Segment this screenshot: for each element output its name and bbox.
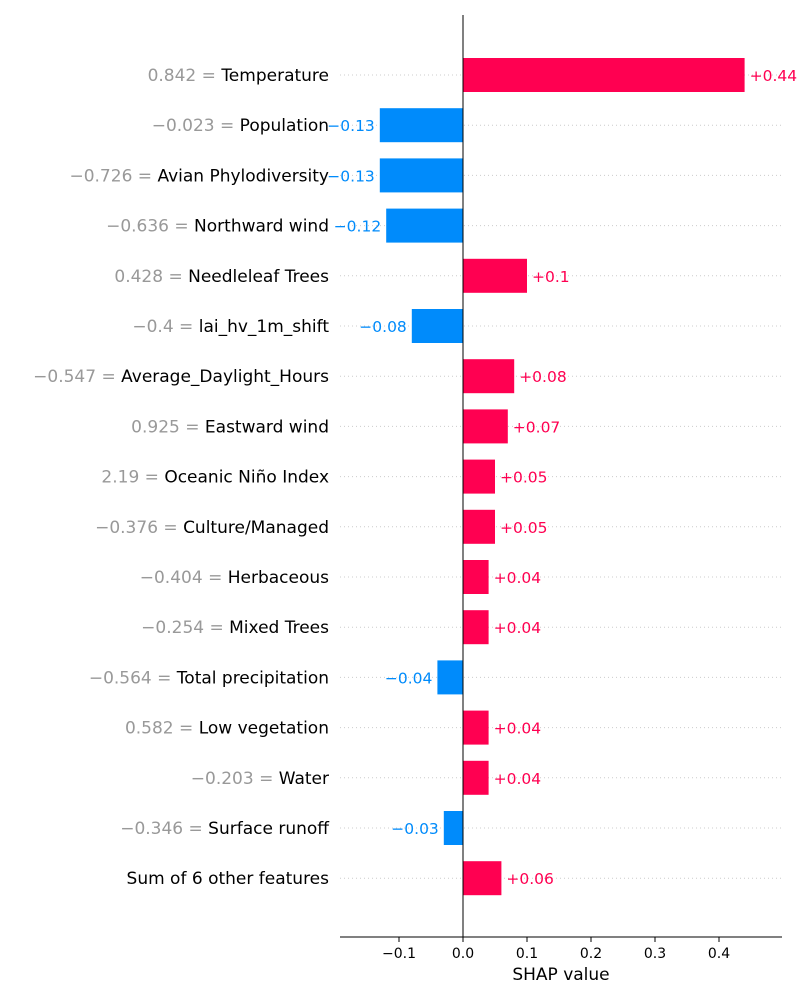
data-label: +0.44 bbox=[750, 67, 798, 85]
feature-name: Needleleaf Trees bbox=[188, 267, 329, 287]
feature-label: Sum of 6 other features bbox=[127, 869, 330, 889]
data-label: +0.04 bbox=[494, 770, 541, 788]
feature-name: Avian Phylodiversity bbox=[157, 166, 329, 186]
feature-label: −0.254 = Mixed Trees bbox=[141, 618, 329, 638]
bar-water bbox=[463, 760, 489, 795]
feature-name: Average_Daylight_Hours bbox=[121, 367, 329, 387]
bar-oceanic-ni-o-index bbox=[463, 459, 495, 494]
data-label: +0.04 bbox=[494, 619, 541, 637]
bar-mixed-trees bbox=[463, 610, 489, 645]
feature-label: −0.636 = Northward wind bbox=[106, 217, 329, 237]
feature-label: −0.564 = Total precipitation bbox=[89, 668, 329, 688]
feature-label: −0.404 = Herbaceous bbox=[140, 568, 329, 588]
data-label: +0.05 bbox=[500, 469, 548, 487]
feature-label: 0.582 = Low vegetation bbox=[125, 719, 329, 739]
data-label: +0.05 bbox=[500, 519, 548, 537]
x-tick-label: 0.3 bbox=[644, 946, 666, 962]
data-label: +0.04 bbox=[494, 720, 541, 738]
bar-total-precipitation bbox=[437, 660, 463, 695]
feature-name: Sum of 6 other features bbox=[127, 869, 330, 889]
feature-name: Northward wind bbox=[194, 217, 329, 237]
x-tick-label: 0.0 bbox=[452, 946, 474, 962]
data-label: −0.13 bbox=[327, 117, 375, 135]
data-label: +0.1 bbox=[532, 268, 570, 286]
feature-name: Water bbox=[279, 769, 329, 789]
x-axis: −0.1 0.0 0.1 0.2 0.3 0.4 bbox=[340, 936, 782, 962]
data-label: −0.04 bbox=[385, 669, 433, 687]
feature-value: −0.636 = bbox=[106, 217, 194, 237]
bar-eastward-wind bbox=[463, 409, 508, 444]
feature-value: −0.376 = bbox=[95, 518, 183, 538]
feature-value: −0.564 = bbox=[89, 668, 177, 688]
feature-value: −0.404 = bbox=[140, 568, 228, 588]
feature-label: −0.547 = Average_Daylight_Hours bbox=[33, 367, 329, 387]
bar-avian-phylodiversity bbox=[379, 158, 463, 193]
bar-needleleaf-trees bbox=[463, 258, 527, 293]
bar-sum-of-6-other-features bbox=[463, 861, 502, 896]
feature-value: −0.023 = bbox=[152, 116, 240, 136]
feature-name: Oceanic Niño Index bbox=[164, 468, 329, 488]
x-tick-label: 0.4 bbox=[708, 946, 730, 962]
feature-value: 0.842 = bbox=[148, 66, 222, 86]
bar-herbaceous bbox=[463, 560, 489, 594]
data-label: −0.03 bbox=[391, 820, 439, 838]
data-label: +0.04 bbox=[494, 569, 541, 587]
bar-lai-hv-1m-shift bbox=[411, 309, 463, 343]
x-tick-label: 0.1 bbox=[516, 946, 538, 962]
feature-value: 0.925 = bbox=[131, 417, 205, 437]
data-label: −0.08 bbox=[359, 318, 407, 336]
feature-label: −0.023 = Population bbox=[152, 116, 329, 136]
bars bbox=[379, 58, 745, 896]
feature-label: 0.842 = Temperature bbox=[148, 66, 329, 86]
feature-name: lai_hv_1m_shift bbox=[199, 317, 330, 337]
feature-label: −0.376 = Culture/Managed bbox=[95, 518, 329, 538]
feature-label: −0.346 = Surface runoff bbox=[120, 819, 330, 839]
feature-value: −0.547 = bbox=[33, 367, 121, 387]
feature-value: 0.428 = bbox=[114, 267, 188, 287]
feature-label: −0.203 = Water bbox=[191, 769, 329, 789]
feature-value: −0.726 = bbox=[69, 166, 157, 186]
x-tick-label: −0.1 bbox=[382, 946, 416, 962]
feature-name: Eastward wind bbox=[205, 417, 329, 437]
data-label: +0.08 bbox=[519, 368, 567, 386]
bar-population bbox=[379, 108, 463, 143]
feature-value: −0.254 = bbox=[141, 618, 229, 638]
feature-value: 0.582 = bbox=[125, 719, 199, 739]
feature-name: Mixed Trees bbox=[229, 618, 329, 638]
feature-labels: 0.842 = Temperature−0.023 = Population−0… bbox=[33, 66, 330, 889]
feature-label: 0.925 = Eastward wind bbox=[131, 417, 329, 437]
feature-name: Surface runoff bbox=[208, 819, 330, 839]
feature-label: 2.19 = Oceanic Niño Index bbox=[101, 468, 329, 488]
feature-label: 0.428 = Needleleaf Trees bbox=[114, 267, 329, 287]
data-label: +0.07 bbox=[513, 418, 561, 436]
feature-name: Herbaceous bbox=[228, 568, 329, 588]
bar-surface-runoff bbox=[443, 811, 463, 845]
data-labels: +0.44 −0.13 −0.13 −0.12 +0.1 −0.08 +0.08 +0.07 +… bbox=[327, 67, 797, 888]
feature-value: 2.19 = bbox=[101, 468, 164, 488]
feature-label: −0.4 = lai_hv_1m_shift bbox=[132, 317, 329, 337]
feature-label: −0.726 = Avian Phylodiversity bbox=[69, 166, 329, 186]
feature-name: Low vegetation bbox=[199, 719, 329, 739]
row-gridlines bbox=[340, 74, 782, 879]
bar-temperature bbox=[463, 58, 745, 92]
x-tick-label: 0.2 bbox=[580, 946, 602, 962]
bar-average-daylight-hours bbox=[463, 359, 515, 394]
data-label: +0.06 bbox=[506, 870, 554, 888]
feature-name: Total precipitation bbox=[176, 668, 329, 688]
x-axis-label: SHAP value bbox=[512, 965, 609, 985]
feature-name: Population bbox=[240, 116, 329, 136]
bar-low-vegetation bbox=[463, 710, 489, 745]
data-label: −0.13 bbox=[327, 167, 375, 185]
data-label: −0.12 bbox=[334, 218, 382, 236]
feature-name: Temperature bbox=[220, 66, 329, 86]
bar-northward-wind bbox=[386, 208, 463, 243]
feature-value: −0.4 = bbox=[132, 317, 198, 337]
feature-value: −0.346 = bbox=[120, 819, 208, 839]
bar-culture-managed bbox=[463, 509, 495, 544]
feature-name: Culture/Managed bbox=[183, 518, 329, 538]
feature-value: −0.203 = bbox=[191, 769, 279, 789]
